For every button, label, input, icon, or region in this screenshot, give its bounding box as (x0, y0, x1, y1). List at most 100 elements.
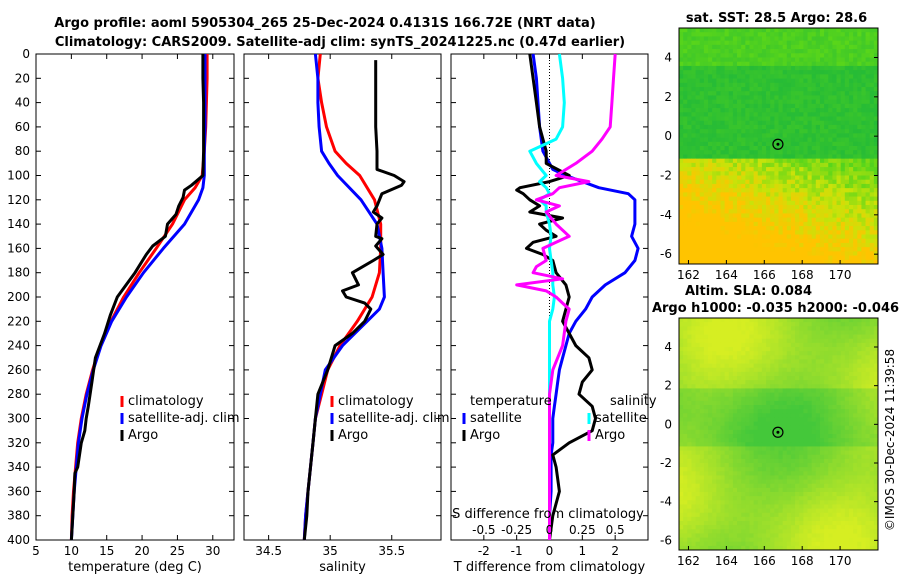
map-cell (861, 213, 866, 219)
map-cell (745, 32, 750, 37)
map-cell (873, 342, 879, 348)
map-cell (832, 326, 837, 331)
map-cell (869, 392, 875, 398)
map-cell (824, 429, 829, 435)
map-cell (695, 200, 701, 206)
map-cell (786, 171, 792, 176)
map-cell (853, 234, 858, 240)
map-cell (757, 213, 763, 219)
map-cell (795, 318, 800, 323)
map-cell (716, 434, 721, 439)
map-cell (790, 330, 796, 335)
argo-position-dot (776, 142, 780, 146)
map-cell (712, 192, 717, 197)
map-cell (724, 405, 730, 410)
map-cell (712, 458, 717, 464)
map-cell (749, 175, 755, 181)
map-cell (799, 53, 804, 58)
map-cell (824, 183, 829, 189)
map-cell (745, 167, 750, 172)
map-cell (828, 209, 833, 214)
map-cell (815, 359, 821, 364)
map-cell (732, 70, 738, 75)
map-cell (745, 334, 750, 340)
map-cell (869, 91, 875, 96)
map-cell (836, 326, 842, 331)
map-cell (828, 192, 833, 197)
map-cell (869, 162, 875, 168)
map-cell (732, 40, 738, 46)
map-cell (807, 355, 813, 360)
map-cell (716, 413, 721, 418)
map-cell (691, 322, 696, 327)
map-cell (873, 188, 879, 193)
map-cell (749, 78, 755, 84)
map-cell (848, 209, 854, 214)
map-cell (716, 162, 721, 168)
map-cell (819, 162, 825, 168)
map-cell (695, 154, 701, 160)
map-cell (865, 471, 871, 476)
map-cell (716, 61, 721, 67)
map-cell (803, 247, 808, 252)
map-cell (745, 255, 750, 261)
map-cell (679, 192, 684, 197)
map-cell (703, 44, 709, 50)
map-cell (824, 141, 829, 147)
map-cell (679, 129, 684, 134)
map-cell (679, 124, 684, 130)
map-cell (844, 405, 850, 410)
map-cell (745, 376, 750, 381)
map-cell (824, 255, 829, 261)
map-cell (687, 247, 692, 252)
map-cell (749, 347, 755, 352)
map-cell (836, 49, 842, 54)
map-cell (778, 99, 784, 105)
map-cell (832, 61, 837, 67)
map-cell (786, 74, 792, 79)
map-cell (695, 247, 701, 252)
map-cell (795, 234, 800, 240)
map-cell (819, 137, 825, 143)
map-cell (795, 251, 800, 256)
map-cell (873, 70, 879, 75)
map-cell (786, 417, 792, 422)
map-cell (786, 61, 792, 67)
map-cell (695, 205, 701, 210)
map-cell (815, 141, 821, 147)
map-cell (815, 230, 821, 235)
map-cell (803, 87, 808, 92)
map-cell (716, 112, 721, 117)
map-cell (712, 226, 717, 231)
map-cell (824, 133, 829, 138)
map-cell (786, 446, 792, 451)
map-cell (828, 347, 833, 352)
map-cell (853, 242, 858, 248)
map-cell (732, 171, 738, 176)
depth-tick-label: 160 (7, 241, 30, 255)
map-cell (795, 446, 800, 451)
map-cell (861, 425, 866, 431)
map-cell (687, 49, 692, 54)
map-cell (857, 87, 862, 92)
map-cell (695, 351, 701, 356)
map-cell (828, 171, 833, 176)
map-cell (786, 70, 792, 75)
map-cell (869, 108, 875, 113)
map-cell (807, 112, 813, 117)
map-cell (782, 367, 788, 373)
map-cell (691, 70, 696, 75)
map-cell (774, 421, 779, 427)
map-cell (828, 471, 833, 476)
map-cell (761, 65, 767, 71)
map-cell (699, 167, 705, 172)
map-cell (836, 396, 842, 402)
map-cell (737, 78, 742, 84)
map-cell (683, 221, 688, 227)
map-cell (869, 74, 875, 79)
map-cell (761, 318, 767, 323)
map-cell (807, 32, 813, 37)
map-cell (732, 146, 738, 151)
map-cell (836, 450, 842, 456)
map-cell (795, 213, 800, 219)
